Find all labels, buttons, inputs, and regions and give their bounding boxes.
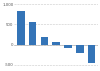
Bar	[76, 45, 84, 53]
Bar	[41, 36, 48, 45]
Bar	[88, 45, 95, 63]
Bar	[17, 11, 25, 45]
Bar	[29, 22, 36, 45]
Bar	[52, 42, 60, 45]
Bar	[64, 45, 72, 48]
